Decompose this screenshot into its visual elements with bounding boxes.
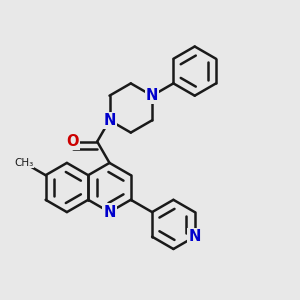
Text: N: N: [188, 229, 201, 244]
Text: CH₃: CH₃: [15, 158, 34, 168]
Text: O: O: [66, 134, 79, 149]
Text: N: N: [103, 113, 116, 128]
Text: N: N: [103, 205, 116, 220]
Text: N: N: [146, 88, 158, 103]
